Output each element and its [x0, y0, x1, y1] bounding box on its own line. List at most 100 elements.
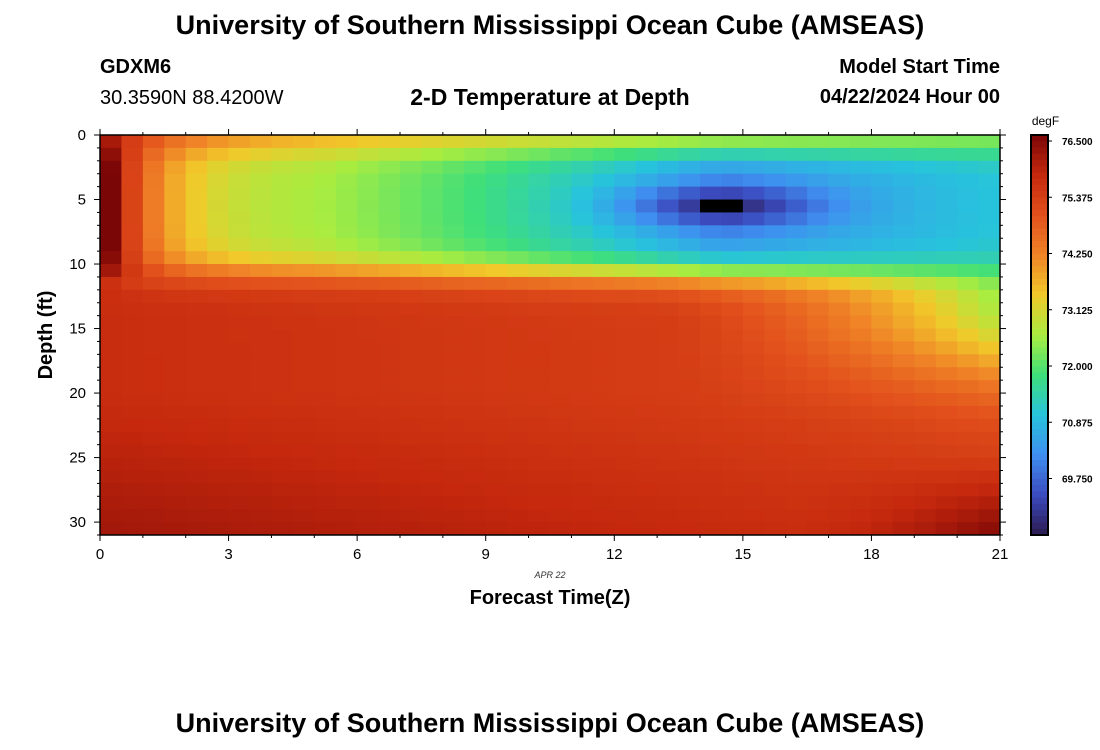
heatmap-cell	[442, 315, 465, 329]
heatmap-cell	[935, 147, 958, 162]
heatmap-cell	[807, 341, 829, 355]
heatmap-cell	[935, 354, 958, 368]
heatmap-cell	[700, 328, 722, 342]
heatmap-cell	[100, 276, 122, 291]
heatmap-cell	[100, 341, 122, 355]
heatmap-cell	[357, 470, 379, 484]
heatmap-cell	[464, 470, 487, 484]
heatmap-cell	[807, 444, 829, 458]
heatmap-cell	[678, 522, 701, 536]
heatmap-cell	[978, 186, 1001, 200]
colorbar-unit-label: degF	[1032, 114, 1059, 128]
heatmap-cell	[185, 444, 208, 458]
heatmap-cell	[421, 431, 444, 446]
heatmap-cell	[507, 276, 529, 291]
heatmap-cell	[871, 147, 894, 162]
heatmap-cell	[228, 212, 251, 226]
heatmap-cell	[292, 328, 315, 342]
colorbar-segment	[1031, 216, 1048, 223]
heatmap-cell	[978, 444, 1001, 458]
heatmap-cell	[721, 328, 744, 342]
heatmap-cell	[935, 444, 958, 458]
heatmap-cell	[378, 289, 401, 304]
heatmap-cell	[592, 276, 615, 291]
heatmap-cell	[442, 225, 465, 239]
heatmap-cell	[978, 238, 1001, 252]
heatmap-cell	[957, 328, 979, 342]
heatmap-cell	[978, 457, 1001, 471]
heatmap-cell	[785, 289, 808, 304]
heatmap-cell	[914, 431, 937, 446]
heatmap-cell	[485, 496, 508, 510]
heatmap-cell	[507, 186, 529, 200]
colorbar-segment	[1031, 410, 1048, 417]
heatmap-cell	[442, 289, 465, 304]
heatmap-cell	[957, 264, 979, 278]
heatmap-cell	[614, 483, 637, 497]
heatmap-cell	[657, 367, 679, 381]
heatmap-cell	[957, 444, 979, 458]
heatmap-cell	[871, 496, 894, 510]
heatmap-cell	[228, 186, 251, 200]
heatmap-cell	[142, 289, 165, 304]
heatmap-cell	[764, 367, 787, 381]
heatmap-cell	[935, 457, 958, 471]
heatmap-cell	[571, 522, 594, 536]
heatmap-cell	[528, 199, 551, 213]
colorbar-segment	[1031, 466, 1048, 473]
heatmap-cell	[807, 302, 829, 317]
heatmap-cell	[185, 393, 208, 407]
heatmap-cell	[357, 315, 379, 329]
heatmap-cell	[550, 147, 572, 162]
heatmap-cell	[421, 238, 444, 252]
heatmap-cell	[164, 496, 187, 510]
heatmap-cell	[828, 238, 851, 252]
heatmap-cell	[614, 315, 637, 329]
heatmap-cell	[378, 367, 401, 381]
heatmap-cell	[850, 225, 872, 239]
heatmap-cell	[378, 264, 401, 278]
heatmap-cell	[314, 302, 337, 317]
y-tick-label: 25	[69, 450, 86, 467]
heatmap-cell	[892, 496, 915, 510]
heatmap-cell	[207, 238, 229, 252]
heatmap-cell	[228, 380, 251, 394]
heatmap-cell	[914, 380, 937, 394]
heatmap-cell	[121, 315, 144, 329]
heatmap-cell	[164, 238, 187, 252]
heatmap-cell	[357, 341, 379, 355]
heatmap-cell	[292, 225, 315, 239]
heatmap-cell	[678, 315, 701, 329]
heatmap-cell	[742, 135, 765, 149]
heatmap-cell	[678, 147, 701, 162]
heatmap-cell	[892, 276, 915, 291]
heatmap-cell	[400, 135, 422, 149]
heatmap-cell	[421, 225, 444, 239]
heatmap-cell	[807, 173, 829, 188]
heatmap-cell	[571, 173, 594, 188]
heatmap-cell	[485, 251, 508, 265]
heatmap-cell	[892, 457, 915, 471]
heatmap-cell	[828, 367, 851, 381]
heatmap-cell	[485, 431, 508, 446]
heatmap-cell	[614, 289, 637, 304]
heatmap-cell	[721, 470, 744, 484]
heatmap-cell	[271, 457, 294, 471]
heatmap-cell	[742, 173, 765, 188]
heatmap-cell	[892, 186, 915, 200]
heatmap-cell	[292, 496, 315, 510]
heatmap-cell	[442, 276, 465, 291]
heatmap-cell	[400, 276, 422, 291]
heatmap-cell	[442, 251, 465, 265]
heatmap-cell	[978, 289, 1001, 304]
heatmap-cell	[378, 225, 401, 239]
heatmap-cell	[464, 173, 487, 188]
heatmap-cell	[850, 509, 872, 523]
heatmap-cell	[164, 135, 187, 149]
heatmap-cell	[185, 522, 208, 536]
heatmap-cell	[700, 380, 722, 394]
heatmap-cell	[592, 225, 615, 239]
heatmap-cell	[550, 496, 572, 510]
heatmap-cell	[378, 276, 401, 291]
heatmap-cell	[978, 380, 1001, 394]
